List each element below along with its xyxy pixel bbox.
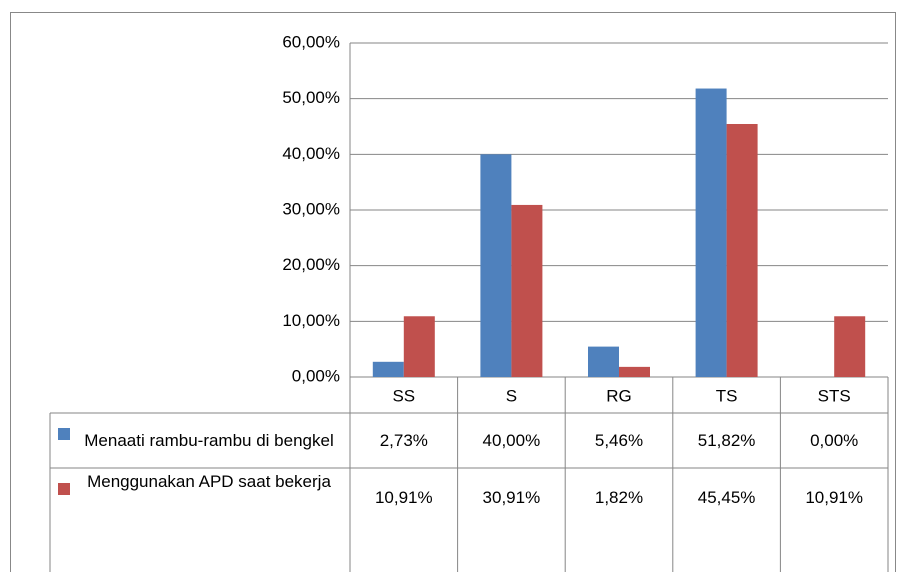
bar [403,316,435,377]
bar [834,316,866,377]
bar [726,123,758,378]
bar [619,366,650,377]
table-value: 40,00% [482,430,541,450]
table-value: 1,82% [594,488,644,507]
table-value: 10,91% [374,488,433,507]
y-tick-label: 10,00% [282,311,340,330]
y-tick-label: 40,00% [282,144,340,163]
y-tick-label: 60,00% [282,32,340,51]
legend-label: Menggunakan APD saat bekerja [87,472,331,491]
x-tick-label: SS [392,386,415,405]
bar [511,204,543,377]
table-value: 45,45% [697,488,756,507]
y-tick-label: 0,00% [292,366,340,385]
y-tick-label: 30,00% [282,199,340,218]
bar [480,154,512,377]
x-tick-label: RG [606,386,632,405]
y-tick-label: 20,00% [282,255,340,274]
legend-label: Menaati rambu-rambu di bengkel [84,430,334,450]
legend-key [58,483,70,495]
table-value: 30,91% [482,488,541,507]
x-tick-label: TS [716,386,738,405]
table-value: 0,00% [810,430,859,450]
bar [372,361,404,377]
x-tick-label: S [506,386,517,405]
table-value: 10,91% [805,488,864,507]
x-tick-label: STS [818,386,851,405]
y-tick-label: 50,00% [282,88,340,107]
legend-key [58,428,70,440]
table-value: 51,82% [697,430,756,450]
bar [588,346,619,377]
table-value: 5,46% [594,430,644,450]
bar [695,88,727,377]
table-value: 2,73% [379,430,428,450]
